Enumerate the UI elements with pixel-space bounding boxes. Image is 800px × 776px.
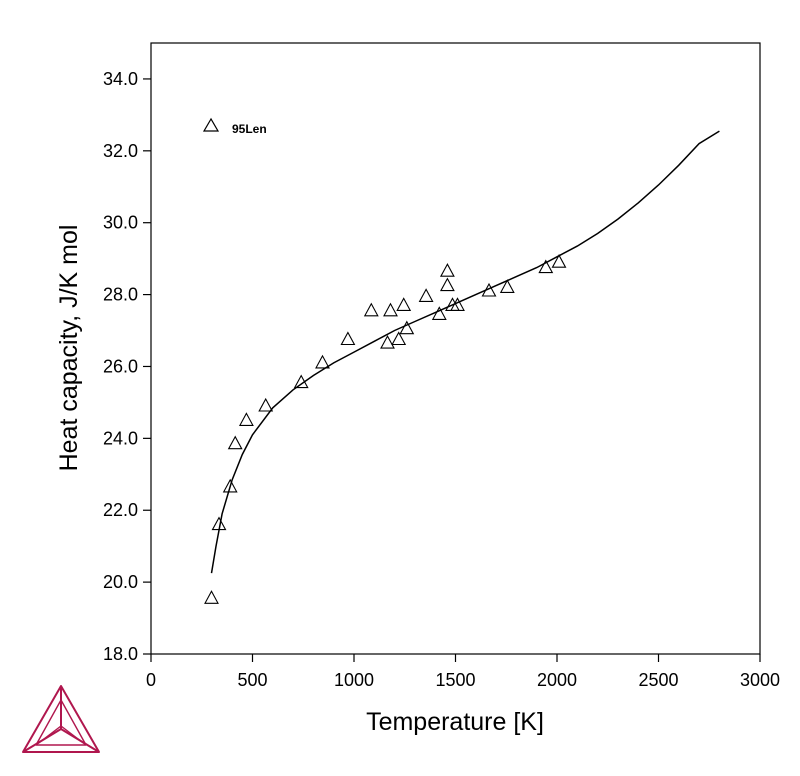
data-point (315, 354, 330, 369)
data-point (222, 478, 238, 493)
legend: 95Len (202, 117, 267, 136)
y-tick-label: 24.0 (103, 428, 138, 448)
x-tick-label: 1000 (334, 670, 374, 690)
data-point (340, 331, 356, 346)
x-tick-label: 3000 (740, 670, 780, 690)
data-point (391, 331, 407, 346)
data-point (431, 306, 447, 320)
data-point (418, 288, 434, 302)
data-point (499, 279, 515, 293)
x-axis: 0 500 1000 1500 2000 2500 3000 (146, 654, 780, 690)
y-tick-label: 22.0 (103, 500, 138, 520)
data-point (204, 590, 219, 604)
fitted-curve-layer (210, 130, 720, 574)
x-axis-title: Temperature [K] (366, 708, 544, 736)
data-point (551, 254, 567, 268)
data-point (450, 297, 465, 311)
data-point (380, 334, 395, 349)
data-point (293, 374, 309, 389)
data-point (396, 297, 412, 311)
x-tick-label: 500 (237, 670, 267, 690)
y-tick-label: 34.0 (103, 69, 138, 89)
data-point (383, 302, 398, 317)
y-tick-label: 30.0 (103, 213, 138, 233)
y-tick-label: 20.0 (103, 572, 138, 592)
y-tick-label: 28.0 (103, 285, 138, 305)
data-point (227, 435, 243, 450)
y-axis-title: Heat capacity, J/K mol (55, 225, 83, 472)
fitted-curve (210, 130, 720, 574)
y-tick-label: 18.0 (103, 644, 138, 664)
x-tick-label: 2500 (638, 670, 678, 690)
data-point (363, 302, 379, 317)
data-point (399, 320, 415, 335)
x-tick-label: 1500 (435, 670, 475, 690)
legend-label: 95Len (232, 122, 267, 136)
y-tick-label: 26.0 (103, 356, 138, 376)
legend-marker-triangle (202, 117, 220, 132)
x-tick-label: 0 (146, 670, 156, 690)
data-point (211, 516, 227, 531)
data-point (439, 277, 455, 292)
data-point (439, 263, 455, 277)
data-point (258, 397, 274, 412)
y-axis: 18.0 20.0 22.0 24.0 26.0 28.0 30.0 32.0 34.0 (103, 69, 151, 664)
y-tick-label: 32.0 (103, 141, 138, 161)
x-tick-label: 2000 (537, 670, 577, 690)
data-point (481, 282, 497, 297)
thermo-calc-logo (22, 685, 100, 753)
data-points-layer (204, 254, 567, 604)
data-point (538, 259, 554, 274)
data-point (238, 412, 254, 426)
